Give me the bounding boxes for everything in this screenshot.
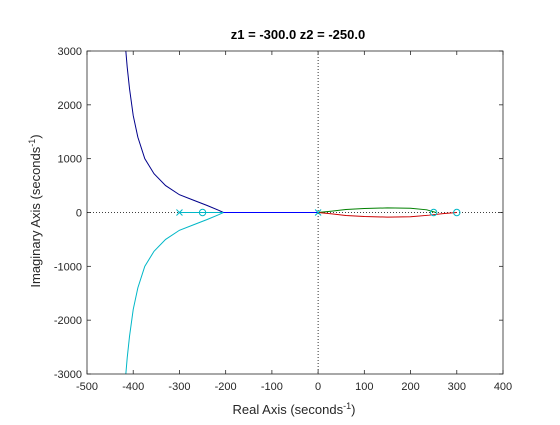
x-axis-label-superscript: -1 — [343, 401, 351, 411]
x-tick-label: 100 — [355, 381, 373, 393]
x-axis-label-suffix: ) — [351, 402, 355, 417]
y-axis-label-text: Imaginary Axis (seconds — [28, 146, 43, 287]
y-axis-label-superscript: -1 — [27, 139, 37, 147]
pole-marker-1 — [176, 209, 183, 216]
y-tick-label: -1000 — [54, 261, 82, 273]
y-axis-label: Imaginary Axis (seconds-1) — [27, 134, 43, 287]
y-axis-label-suffix: ) — [28, 134, 43, 138]
zero-marker-2 — [429, 208, 438, 217]
pole-marker-stroke — [314, 209, 322, 216]
pole-marker-stroke — [176, 209, 183, 216]
x-tick-label: -300 — [168, 381, 190, 393]
ticks-layer: -500 -400 -300 -200 -100 0 100 200 300 400-3000-2… — [54, 46, 512, 393]
markers-layer — [176, 208, 461, 217]
y-tick-label: 1000 — [58, 154, 82, 166]
x-tick-label: -100 — [261, 381, 283, 393]
x-tick-label: 400 — [494, 381, 512, 393]
zero-marker-1 — [198, 208, 207, 217]
x-tick-label: -200 — [215, 381, 237, 393]
x-tick-label: 200 — [401, 381, 419, 393]
chart-title: z1 = -300.0 z2 = -250.0 — [231, 27, 365, 42]
x-tick-label: -400 — [122, 381, 144, 393]
series-layer — [125, 50, 457, 375]
y-tick-label: 3000 — [58, 46, 82, 58]
locus-branch-1 — [125, 50, 224, 213]
locus-branch-5 — [318, 207, 437, 213]
locus-branch-2 — [125, 212, 224, 375]
y-tick-label: -3000 — [54, 369, 82, 381]
pole-marker-2 — [314, 209, 322, 216]
y-tick-label: 2000 — [58, 100, 82, 112]
x-tick-label: -500 — [76, 381, 98, 393]
x-axis-label: Real Axis (seconds-1) — [233, 401, 356, 417]
locus-branch-6 — [318, 212, 457, 218]
y-tick-label: -2000 — [54, 315, 82, 327]
y-tick-label: 0 — [76, 208, 82, 220]
zero-marker-3 — [453, 208, 461, 217]
x-axis-label-text: Real Axis (seconds — [233, 402, 344, 417]
x-tick-label: 0 — [315, 381, 321, 393]
x-tick-label: 300 — [448, 381, 466, 393]
